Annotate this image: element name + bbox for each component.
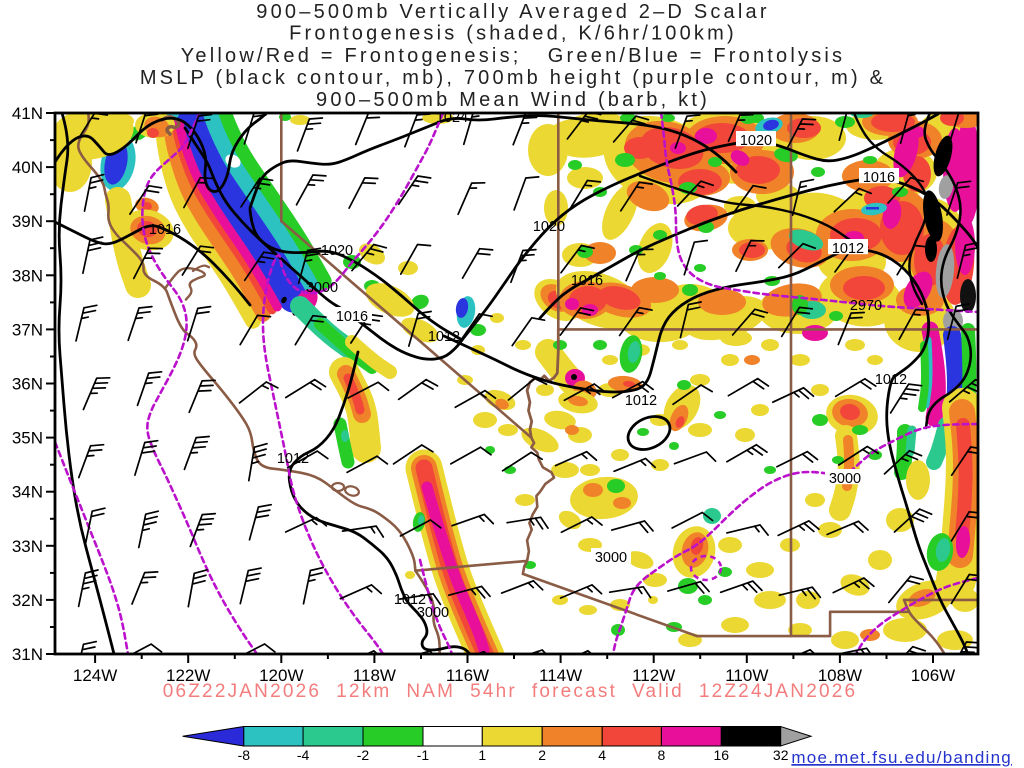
svg-text:-8: -8 [238,747,251,763]
svg-text:2970: 2970 [850,298,882,314]
svg-text:38N: 38N [12,266,43,285]
svg-text:3000: 3000 [306,280,338,296]
svg-text:1012: 1012 [832,241,864,257]
svg-text:2: 2 [538,747,546,763]
svg-text:8: 8 [658,747,666,763]
svg-text:112W: 112W [632,666,675,685]
svg-text:106W: 106W [911,666,955,685]
svg-text:118W: 118W [353,666,396,685]
svg-text:36N: 36N [12,375,43,394]
svg-text:124W: 124W [73,666,117,685]
svg-text:37N: 37N [12,320,43,339]
svg-text:32N: 32N [12,591,43,610]
svg-text:900–500mb Vertically Averaged: 900–500mb Vertically Averaged 2–D Scalar [256,1,769,23]
svg-text:-1: -1 [417,747,430,763]
svg-text:1012: 1012 [875,372,907,388]
svg-text:40N: 40N [12,158,43,177]
svg-text:-2: -2 [357,747,370,763]
svg-text:3000: 3000 [595,550,627,566]
svg-text:1012: 1012 [428,329,460,345]
svg-text:1016: 1016 [149,222,181,238]
svg-text:3000: 3000 [829,471,861,487]
svg-text:116W: 116W [446,666,489,685]
svg-text:MSLP (black contour, mb), 700m: MSLP (black contour, mb), 700mb height (… [140,67,886,89]
svg-text:1020: 1020 [321,243,353,259]
svg-text:39N: 39N [12,212,43,231]
svg-text:1012: 1012 [625,393,657,409]
svg-text:16: 16 [714,747,730,763]
svg-text:1012: 1012 [277,451,309,467]
svg-text:114W: 114W [539,666,582,685]
svg-text:06Z22JAN2026 12km NAM 54hr: 06Z22JAN2026 12km NAM 54hr forecast Vali… [163,681,858,702]
svg-text:110W: 110W [725,666,768,685]
svg-text:moe.met.fsu.edu/banding: moe.met.fsu.edu/banding [791,748,1012,767]
svg-text:41N: 41N [12,104,43,123]
svg-text:35N: 35N [12,429,43,448]
svg-text:34N: 34N [12,483,43,502]
svg-text:1012: 1012 [394,592,426,608]
svg-text:120W: 120W [259,666,303,685]
svg-text:900–500mb Mean Wind (barb, kt): 900–500mb Mean Wind (barb, kt) [316,89,710,111]
svg-text:31N: 31N [12,645,43,664]
svg-text:1020: 1020 [533,219,565,235]
svg-text:4: 4 [598,747,606,763]
svg-text:Yellow/Red = Frontogenesis;: Yellow/Red = Frontogenesis; Green/Blue =… [181,45,846,67]
svg-text:108W: 108W [818,666,862,685]
svg-text:122W: 122W [166,666,210,685]
svg-text:-4: -4 [297,747,310,763]
svg-text:1016: 1016 [571,273,603,289]
svg-text:33N: 33N [12,537,43,556]
svg-text:1: 1 [478,747,486,763]
svg-text:3000: 3000 [417,605,449,621]
svg-text:32: 32 [773,747,789,763]
svg-text:1020: 1020 [740,133,772,149]
svg-text:1016: 1016 [863,170,895,186]
svg-text:Frontogenesis (shaded, K/6hr/1: Frontogenesis (shaded, K/6hr/100km) [289,23,737,45]
svg-text:1024: 1024 [436,110,468,126]
svg-text:1016: 1016 [336,309,368,325]
